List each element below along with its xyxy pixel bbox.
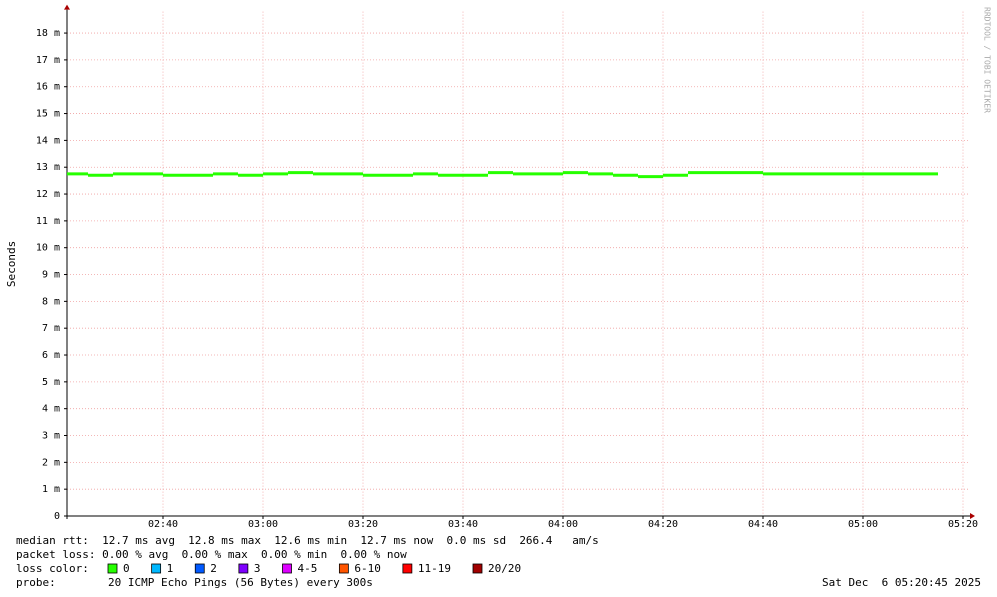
y-tick-label: 15 m xyxy=(36,109,60,120)
legend-swatch xyxy=(402,563,413,574)
y-tick-label: 6 m xyxy=(42,350,60,361)
legend-swatch xyxy=(472,563,483,574)
legend-swatch xyxy=(338,563,349,574)
axis-arrow xyxy=(970,513,975,519)
legend-label: 1 xyxy=(167,562,174,575)
legend-label: 0 xyxy=(123,562,130,575)
legend-swatch xyxy=(151,563,162,574)
y-tick-label: 17 m xyxy=(36,55,60,66)
legend-swatch xyxy=(282,563,292,574)
x-tick-label: 05:00 xyxy=(848,519,878,530)
legend-label: 6-10 xyxy=(354,562,381,575)
y-axis-label: Seconds xyxy=(5,241,18,287)
y-tick-label: 13 m xyxy=(36,162,60,173)
legend-swatch xyxy=(238,563,249,574)
y-tick-label: 5 m xyxy=(42,377,60,388)
probe: 20 ICMP Echo Pings (56 Bytes) every 300s xyxy=(108,576,373,589)
legend-label: 11-19 xyxy=(418,562,451,575)
y-tick-label: 0 xyxy=(54,511,60,522)
date: Sat Dec 6 05:20:45 2025 xyxy=(822,576,981,589)
x-tick-label: 02:40 xyxy=(148,519,178,530)
legend-label: 3 xyxy=(254,562,261,575)
x-tick-label: 03:20 xyxy=(348,519,378,530)
axis-arrow xyxy=(64,4,70,10)
stats-line: packet loss: 0.00 % avg 0.00 % max 0.00 … xyxy=(16,548,407,561)
x-tick-label: 03:40 xyxy=(448,519,478,530)
y-tick-label: 1 m xyxy=(42,484,60,495)
stats-line: median rtt: 12.7 ms avg 12.8 ms max 12.6… xyxy=(16,534,599,547)
x-tick-label: 05:20 xyxy=(948,519,978,530)
y-tick-label: 16 m xyxy=(36,82,60,93)
probe-label: probe: xyxy=(16,576,56,589)
x-tick-label: 03:00 xyxy=(248,519,278,530)
y-tick-label: 12 m xyxy=(36,189,60,200)
legend-swatch xyxy=(194,563,205,574)
loss-color-label: loss color: xyxy=(16,562,89,575)
y-tick-label: 9 m xyxy=(42,270,60,281)
y-tick-label: 2 m xyxy=(42,457,60,468)
y-tick-label: 11 m xyxy=(36,216,60,227)
watermark: RRDTOOL / TOBI OETIKER xyxy=(983,7,992,113)
y-tick-label: 7 m xyxy=(42,323,60,334)
y-tick-label: 14 m xyxy=(36,135,60,146)
x-tick-label: 04:00 xyxy=(548,519,578,530)
legend-swatch xyxy=(107,563,118,574)
y-tick-label: 8 m xyxy=(42,296,60,307)
legend-label: 2 xyxy=(210,562,217,575)
legend-label: 4-5 xyxy=(298,562,318,575)
y-tick-label: 18 m xyxy=(36,28,60,39)
legend-label: 20/20 xyxy=(488,562,521,575)
x-tick-label: 04:40 xyxy=(748,519,778,530)
y-tick-label: 10 m xyxy=(36,243,60,254)
y-tick-label: 4 m xyxy=(42,404,60,415)
x-tick-label: 04:20 xyxy=(648,519,678,530)
y-tick-label: 3 m xyxy=(42,431,60,442)
